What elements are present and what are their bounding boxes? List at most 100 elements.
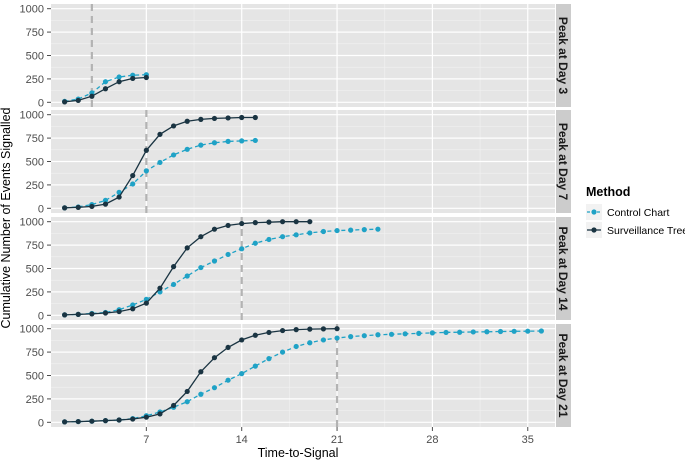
data-point: [198, 264, 204, 271]
data-point: [198, 391, 204, 397]
y-tick-label: 0: [38, 310, 44, 322]
x-axis-title: Time-to-Signal: [258, 446, 339, 460]
x-tick-label: 7: [143, 434, 149, 446]
data-point: [320, 326, 327, 332]
data-point: [211, 226, 218, 232]
x-tick-label: 28: [426, 434, 438, 446]
y-tick-label: 0: [38, 417, 44, 429]
data-point: [143, 168, 149, 174]
data-point: [170, 264, 177, 270]
data-point: [525, 328, 531, 334]
data-point: [89, 93, 95, 99]
data-point: [266, 219, 272, 225]
y-tick-label: 750: [26, 27, 44, 39]
data-point: [143, 74, 149, 81]
data-point: [130, 75, 136, 82]
data-point: [307, 326, 313, 332]
data-point: [375, 226, 381, 232]
data-point: [293, 327, 299, 333]
data-point: [211, 385, 218, 391]
data-point: [279, 219, 286, 225]
facet-strip: [556, 4, 571, 107]
data-point: [252, 114, 258, 121]
data-point: [266, 329, 272, 336]
facet-strip-label: Peak at Day 7: [556, 123, 570, 201]
data-point: [266, 236, 272, 243]
data-point: [416, 330, 422, 336]
facet-strip: [556, 324, 571, 427]
data-point: [116, 308, 122, 315]
data-point: [157, 131, 163, 137]
legend-label: Surveillance Tree: [607, 225, 685, 237]
data-point: [75, 97, 81, 104]
data-point: [266, 356, 272, 362]
data-point: [252, 332, 258, 338]
data-point: [279, 234, 286, 240]
data-point: [211, 355, 218, 361]
data-point: [429, 330, 436, 336]
data-point: [198, 142, 204, 148]
data-point: [143, 147, 149, 153]
data-point: [252, 220, 258, 226]
data-point: [225, 377, 231, 383]
y-tick-label: 500: [26, 51, 44, 63]
x-tick-label: 14: [236, 434, 248, 446]
data-point: [198, 116, 204, 122]
data-point: [293, 219, 299, 225]
y-tick-label: 250: [26, 287, 44, 299]
data-point: [239, 246, 245, 252]
data-point: [293, 343, 299, 350]
y-tick-label: 1000: [20, 324, 44, 336]
data-point: [102, 86, 109, 92]
data-point: [130, 306, 136, 312]
data-point: [484, 329, 490, 335]
y-tick-label: 750: [26, 133, 44, 145]
data-point: [239, 371, 245, 377]
data-point: [225, 251, 231, 258]
data-point: [184, 388, 190, 395]
y-tick-label: 250: [26, 180, 44, 192]
data-point: [538, 328, 544, 334]
data-point: [157, 285, 163, 291]
data-point: [307, 230, 313, 236]
data-point: [102, 310, 109, 316]
y-tick-label: 500: [26, 371, 44, 383]
y-tick-label: 1000: [20, 4, 44, 16]
data-point: [102, 197, 109, 203]
data-point: [116, 194, 122, 200]
facet-strip: [556, 217, 571, 320]
data-point: [102, 201, 109, 207]
y-tick-label: 250: [26, 74, 44, 86]
facet-strip: [556, 110, 571, 213]
facet-panel: Peak at Day 3: [51, 4, 571, 107]
legend: Method Control Chart Surveillance Tree: [586, 185, 685, 238]
legend-key-point: [591, 227, 597, 233]
data-point: [157, 411, 163, 417]
facet-strip-label: Peak at Day 3: [556, 17, 570, 95]
data-point: [198, 369, 204, 375]
facet-panel: Peak at Day 21: [51, 324, 571, 427]
data-point: [89, 418, 95, 424]
legend-label: Control Chart: [607, 207, 670, 219]
data-point: [116, 417, 122, 423]
data-point: [361, 333, 367, 339]
y-tick-label: 0: [38, 97, 44, 109]
data-point: [130, 172, 136, 179]
data-point: [184, 146, 190, 152]
data-point: [62, 419, 68, 425]
legend-title: Method: [586, 185, 630, 199]
facet-strip-label: Peak at Day 21: [556, 333, 570, 417]
data-point: [279, 327, 286, 334]
data-point: [184, 245, 190, 251]
data-point: [239, 337, 245, 343]
legend-item: Control Chart: [586, 204, 670, 220]
data-point: [62, 312, 68, 318]
data-point: [402, 331, 408, 337]
data-point: [511, 328, 517, 334]
axes-layer: Time-to-Signal Cumulative Number of Even…: [0, 4, 534, 460]
data-point: [225, 138, 231, 144]
x-tick-label: 21: [331, 434, 343, 446]
data-point: [239, 114, 245, 121]
legend-key-point: [591, 209, 597, 215]
